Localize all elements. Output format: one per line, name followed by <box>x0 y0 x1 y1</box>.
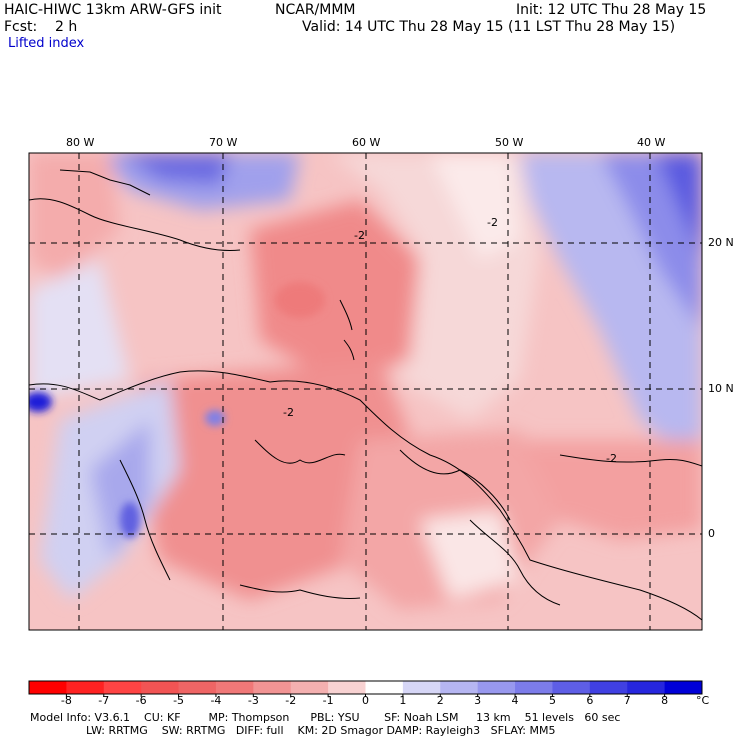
colorbar-swatch <box>103 681 142 694</box>
lat-label-20n: 20 N <box>708 236 734 249</box>
colorbar-tick-label: -5 <box>173 694 185 707</box>
colorbar-swatch <box>178 681 217 694</box>
colorbar-tick-label: 4 <box>511 694 519 707</box>
colorbar-tick-label: 1 <box>399 694 407 707</box>
colorbar-tick-label: 3 <box>474 694 482 707</box>
map-frame <box>28 152 703 631</box>
colorbar-tick-label: 8 <box>661 694 669 707</box>
shaded-field <box>29 153 702 630</box>
colorbar <box>28 680 703 697</box>
colorbar-swatch <box>29 681 67 694</box>
lat-label-0: 0 <box>708 527 715 540</box>
colorbar-swatch <box>66 681 105 694</box>
colorbar-swatch <box>365 681 404 694</box>
colorbar-tick-label: -8 <box>60 694 72 707</box>
colorbar-swatch <box>477 681 516 694</box>
colorbar-tick-label: 2 <box>436 694 444 707</box>
valid-time: Valid: 14 UTC Thu 28 May 15 (11 LST Thu … <box>302 19 676 35</box>
contour-label: -2 <box>354 229 365 242</box>
contour-label: -2 <box>283 406 294 419</box>
model-title: HAIC-HIWC 13km ARW-GFS init <box>4 2 222 18</box>
init-time: Init: 12 UTC Thu 28 May 15 <box>516 2 707 18</box>
org-label: NCAR/MMM <box>275 2 356 18</box>
field-name: Lifted index <box>8 36 85 51</box>
colorbar-tick-label: -3 <box>247 694 259 707</box>
colorbar-swatch <box>515 681 553 694</box>
lon-label-40w: 40 W <box>637 136 666 149</box>
colorbar-swatch <box>290 681 329 694</box>
lat-label-10n: 10 N <box>708 382 734 395</box>
lon-label-60w: 60 W <box>352 136 381 149</box>
colorbar-swatch <box>552 681 591 694</box>
graticule <box>29 153 702 630</box>
colorbar-tick-label: -6 <box>135 694 147 707</box>
colorbar-tick-label: -7 <box>98 694 110 707</box>
contour-label: -2 <box>606 452 617 465</box>
forecast-hour: Fcst: 2 h <box>4 19 78 35</box>
colorbar-swatch <box>627 681 666 694</box>
colorbar-tick-label: -1 <box>322 694 334 707</box>
colorbar-swatch <box>328 681 366 694</box>
colorbar-tick-label: 6 <box>586 694 594 707</box>
lon-label-70w: 70 W <box>209 136 238 149</box>
colorbar-swatch <box>664 681 703 694</box>
lon-label-80w: 80 W <box>66 136 95 149</box>
colorbar-unit: °C <box>696 694 710 707</box>
colorbar-tick-label: -4 <box>210 694 222 707</box>
colorbar-tick-label: 0 <box>362 694 369 707</box>
colorbar-swatch <box>440 681 479 694</box>
colorbar-tick-label: 5 <box>548 694 556 707</box>
colorbar-tick-label: 7 <box>623 694 631 707</box>
model-info-line1: Model Info: V3.6.1 CU: KF MP: Thompson P… <box>30 711 621 724</box>
colorbar-swatch <box>253 681 292 694</box>
lon-label-50w: 50 W <box>495 136 524 149</box>
colorbar-tick-label: -2 <box>285 694 297 707</box>
colorbar-swatch <box>215 681 254 694</box>
colorbar-swatch <box>402 681 441 694</box>
coastlines <box>29 169 702 621</box>
contour-label: -2 <box>487 216 498 229</box>
colorbar-swatch <box>141 681 180 694</box>
colorbar-swatch <box>589 681 628 694</box>
model-info-line2: LW: RRTMG SW: RRTMG DIFF: full KM: 2D Sm… <box>30 724 556 737</box>
